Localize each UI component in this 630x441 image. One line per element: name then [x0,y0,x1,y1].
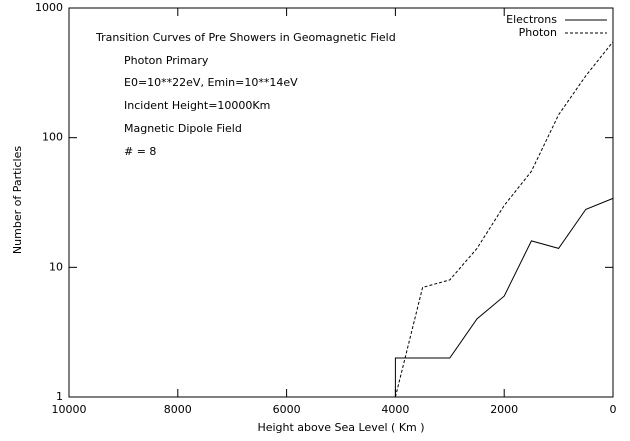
annotation: # = 8 [124,145,156,158]
x-tick-label: 8000 [164,403,192,416]
series-line [394,197,614,397]
legend-label: Photon [519,26,557,39]
x-tick-label: 2000 [490,403,518,416]
x-axis-label: Height above Sea Level ( Km ) [257,421,424,434]
plot-frame [68,7,614,398]
annotation: Photon Primary [124,54,209,67]
y-tick-label: 100 [42,131,63,144]
annotation: Incident Height=10000Km [124,99,270,112]
series-line [394,41,614,398]
chart-title: Transition Curves of Pre Showers in Geom… [95,31,396,44]
annotation: Magnetic Dipole Field [124,122,242,135]
x-tick-label: 10000 [52,403,87,416]
legend-label: Electrons [506,13,557,26]
annotation: E0=10**22eV, Emin=10**14eV [124,76,298,89]
x-tick-label: 4000 [381,403,409,416]
y-tick-label: 1000 [35,1,63,14]
x-tick-label: 0 [610,403,617,416]
y-tick-label: 10 [49,260,63,273]
y-axis-label: Number of Particles [11,146,24,254]
y-tick-label: 1 [56,390,63,403]
x-tick-label: 6000 [273,403,301,416]
